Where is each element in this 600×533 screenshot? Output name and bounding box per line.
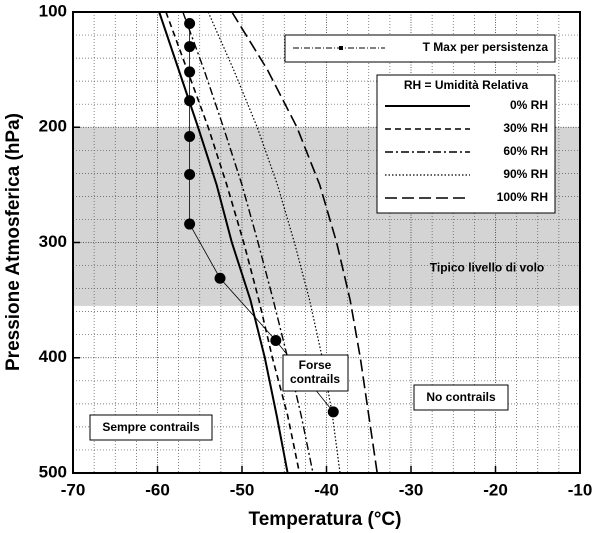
y-tick-label: 300 <box>39 232 67 251</box>
x-tick-label: -50 <box>230 480 255 499</box>
persistence-point <box>184 18 196 30</box>
annotation: Sempre contrails <box>102 420 200 434</box>
persistence-point <box>184 41 196 53</box>
persistence-point <box>184 169 196 181</box>
rh-curve <box>165 11 301 474</box>
y-tick-label: 100 <box>39 1 67 20</box>
rh-curve <box>158 11 289 474</box>
legend-swatch-marker <box>339 46 343 50</box>
annotation: No contrails <box>426 390 496 404</box>
x-tick-label: -20 <box>483 480 508 499</box>
y-tick-label: 400 <box>39 347 67 366</box>
x-tick-label: -40 <box>314 480 339 499</box>
persistence-point <box>184 218 196 230</box>
x-tick-label: -30 <box>399 480 424 499</box>
persistence-point <box>184 130 196 142</box>
band-label: Tipico livello di volo <box>430 261 544 275</box>
x-tick-label: -10 <box>568 480 593 499</box>
y-axis-title: Pressione Atmosferica (hPa) <box>3 113 24 371</box>
legend-label: T Max per persistenza <box>423 40 549 54</box>
legend-title: RH = Umidità Relativa <box>404 78 529 92</box>
annotation-box <box>413 384 509 411</box>
persistence-point <box>270 334 282 346</box>
rh-legend-box <box>376 74 556 214</box>
x-tick-label: -70 <box>61 480 86 499</box>
y-tick-label: 200 <box>39 117 67 136</box>
persistence-point <box>184 95 196 107</box>
x-axis-title: Temperatura (°C) <box>249 509 402 530</box>
plot-frame <box>72 11 581 474</box>
persistence-point <box>184 66 196 78</box>
persistence-line <box>189 23 334 413</box>
annotation: Forse contrails <box>290 358 340 386</box>
annotation-box <box>89 414 213 441</box>
annotation-box <box>282 354 349 392</box>
legend-label: 90% RH <box>503 167 548 181</box>
rh-curve <box>182 11 314 474</box>
persistence-point <box>327 406 339 418</box>
legend-label: 60% RH <box>503 144 548 158</box>
persistence-point <box>214 272 226 284</box>
rh-curve <box>231 11 378 474</box>
legend-label: 0% RH <box>510 98 548 112</box>
x-tick-label: -60 <box>145 480 170 499</box>
y-tick-label: 500 <box>39 462 67 481</box>
rh-curve <box>207 11 341 474</box>
legend-label: 100% RH <box>497 190 548 204</box>
legend-label: 30% RH <box>503 121 548 135</box>
